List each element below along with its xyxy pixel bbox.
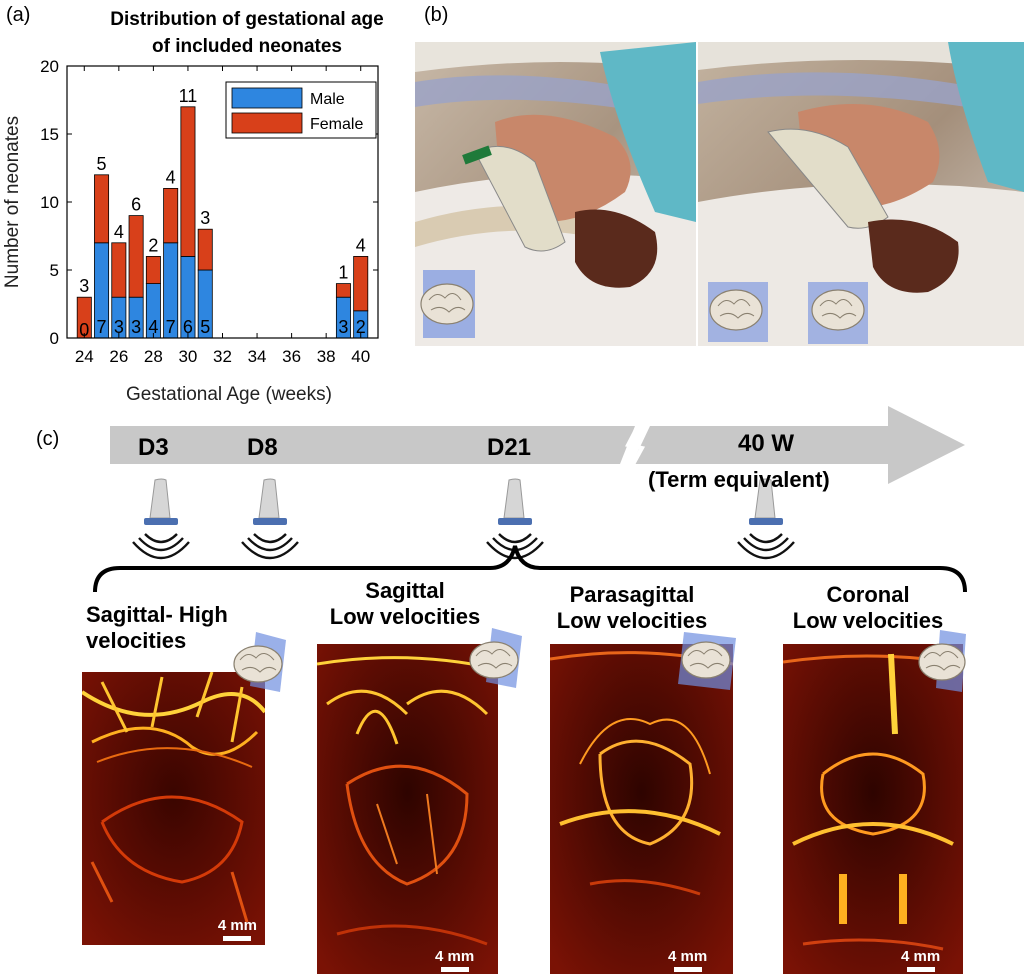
photo-probe-placement-1 bbox=[415, 42, 696, 346]
data-label-male: 2 bbox=[356, 317, 366, 337]
ultrasound-image-parasagittal-low: 4 mm bbox=[550, 644, 733, 974]
view-bracket bbox=[93, 545, 967, 593]
data-label-female: 11 bbox=[179, 86, 198, 106]
data-label-female: 1 bbox=[338, 263, 348, 283]
brain-icon bbox=[811, 289, 865, 331]
x-tick-label: 36 bbox=[282, 347, 301, 366]
view-title-parasagittal-low: Parasagittal Low velocities bbox=[556, 582, 708, 633]
scale-bar: 4 mm bbox=[435, 948, 474, 972]
probe-icon-d21 bbox=[486, 478, 544, 560]
ultrasound-image-coronal-low: 4 mm bbox=[783, 644, 963, 974]
brain-icon bbox=[678, 632, 736, 690]
ultrasound-image-sagittal-high: 4 mm bbox=[82, 672, 265, 945]
y-tick-label: 15 bbox=[40, 125, 59, 144]
brain-icon bbox=[469, 628, 522, 688]
data-label-female: 6 bbox=[131, 195, 141, 215]
timeline-label-d3: D3 bbox=[138, 434, 169, 461]
data-label-male: 7 bbox=[166, 317, 176, 337]
data-label-male: 5 bbox=[200, 317, 210, 337]
timeline-label-40w: 40 W bbox=[738, 430, 795, 457]
probe-icon-d3 bbox=[132, 478, 190, 560]
data-label-female: 3 bbox=[79, 276, 89, 296]
panel-c-letter: (c) bbox=[36, 428, 60, 450]
chart-title-line1: Distribution of gestational age bbox=[110, 9, 384, 30]
bar-female bbox=[197, 228, 213, 271]
legend-label-female: Female bbox=[310, 116, 363, 133]
x-tick-label: 34 bbox=[248, 347, 267, 366]
scale-bar: 4 mm bbox=[668, 948, 707, 972]
chart-legend: Male Female bbox=[225, 81, 377, 139]
data-label-male: 3 bbox=[131, 317, 141, 337]
x-tick-label: 38 bbox=[317, 347, 336, 366]
x-tick-label: 40 bbox=[351, 347, 370, 366]
y-tick-label: 5 bbox=[50, 261, 59, 280]
data-label-female: 4 bbox=[166, 167, 176, 187]
timeline-label-d8: D8 bbox=[247, 434, 278, 461]
scale-bar: 4 mm bbox=[901, 948, 940, 972]
bar-female bbox=[180, 106, 196, 257]
brain-icon bbox=[918, 630, 966, 692]
data-label-female: 5 bbox=[97, 154, 107, 174]
chart-title-line2: of included neonates bbox=[151, 36, 343, 57]
y-axis-label: Number of neonates bbox=[2, 116, 23, 288]
data-label-female: 4 bbox=[356, 235, 366, 255]
data-label-female: 2 bbox=[148, 235, 158, 255]
brain-icon bbox=[233, 632, 286, 692]
bar-female bbox=[353, 255, 369, 312]
photo-probe-placement-2 bbox=[698, 42, 1024, 346]
legend-label-male: Male bbox=[310, 91, 345, 108]
x-tick-label: 32 bbox=[213, 347, 232, 366]
x-tick-label: 28 bbox=[144, 347, 163, 366]
x-tick-label: 24 bbox=[75, 347, 94, 366]
data-label-male: 0 bbox=[79, 320, 89, 340]
x-tick-label: 30 bbox=[178, 347, 197, 366]
data-label-male: 7 bbox=[97, 317, 107, 337]
x-axis-label: Gestational Age (weeks) bbox=[126, 384, 332, 405]
legend-swatch-female bbox=[231, 112, 303, 134]
y-tick-label: 10 bbox=[40, 193, 59, 212]
data-label-male: 3 bbox=[338, 317, 348, 337]
timeline-label-d21: D21 bbox=[487, 434, 532, 461]
y-tick-label: 0 bbox=[50, 329, 59, 348]
view-title-sagittal-high: Sagittal- High velocities bbox=[86, 602, 228, 653]
y-tick-label: 20 bbox=[40, 57, 59, 76]
timeline-term-note: (Term equivalent) bbox=[648, 467, 830, 492]
view-title-coronal-low: Coronal Low velocities bbox=[792, 582, 944, 633]
bar-female bbox=[163, 187, 179, 244]
view-title-sagittal-low: Sagittal Low velocities bbox=[329, 578, 481, 629]
probe-icon-40w bbox=[737, 478, 795, 560]
data-label-female: 4 bbox=[114, 222, 124, 242]
bar-female bbox=[145, 255, 161, 284]
chart-title: Distribution of gestational age of inclu… bbox=[82, 6, 412, 60]
bar-female bbox=[128, 215, 144, 298]
data-label-male: 3 bbox=[114, 317, 124, 337]
scale-bar: 4 mm bbox=[218, 917, 257, 941]
timeline-arrow bbox=[93, 406, 967, 593]
ultrasound-image-sagittal-low: 4 mm bbox=[317, 644, 498, 974]
panel-b-letter: (b) bbox=[424, 4, 449, 26]
panel-a-letter: (a) bbox=[6, 4, 31, 26]
bar-female bbox=[94, 174, 110, 244]
legend-swatch-male bbox=[231, 87, 303, 109]
probe-icon-d8 bbox=[241, 478, 299, 560]
brain-icon bbox=[420, 283, 474, 325]
x-tick-label: 26 bbox=[109, 347, 128, 366]
data-label-male: 6 bbox=[183, 317, 193, 337]
bar-female bbox=[111, 242, 127, 298]
data-label-female: 3 bbox=[200, 208, 210, 228]
data-label-male: 4 bbox=[148, 317, 158, 337]
bar-female bbox=[335, 283, 351, 298]
brain-icon bbox=[709, 289, 763, 331]
